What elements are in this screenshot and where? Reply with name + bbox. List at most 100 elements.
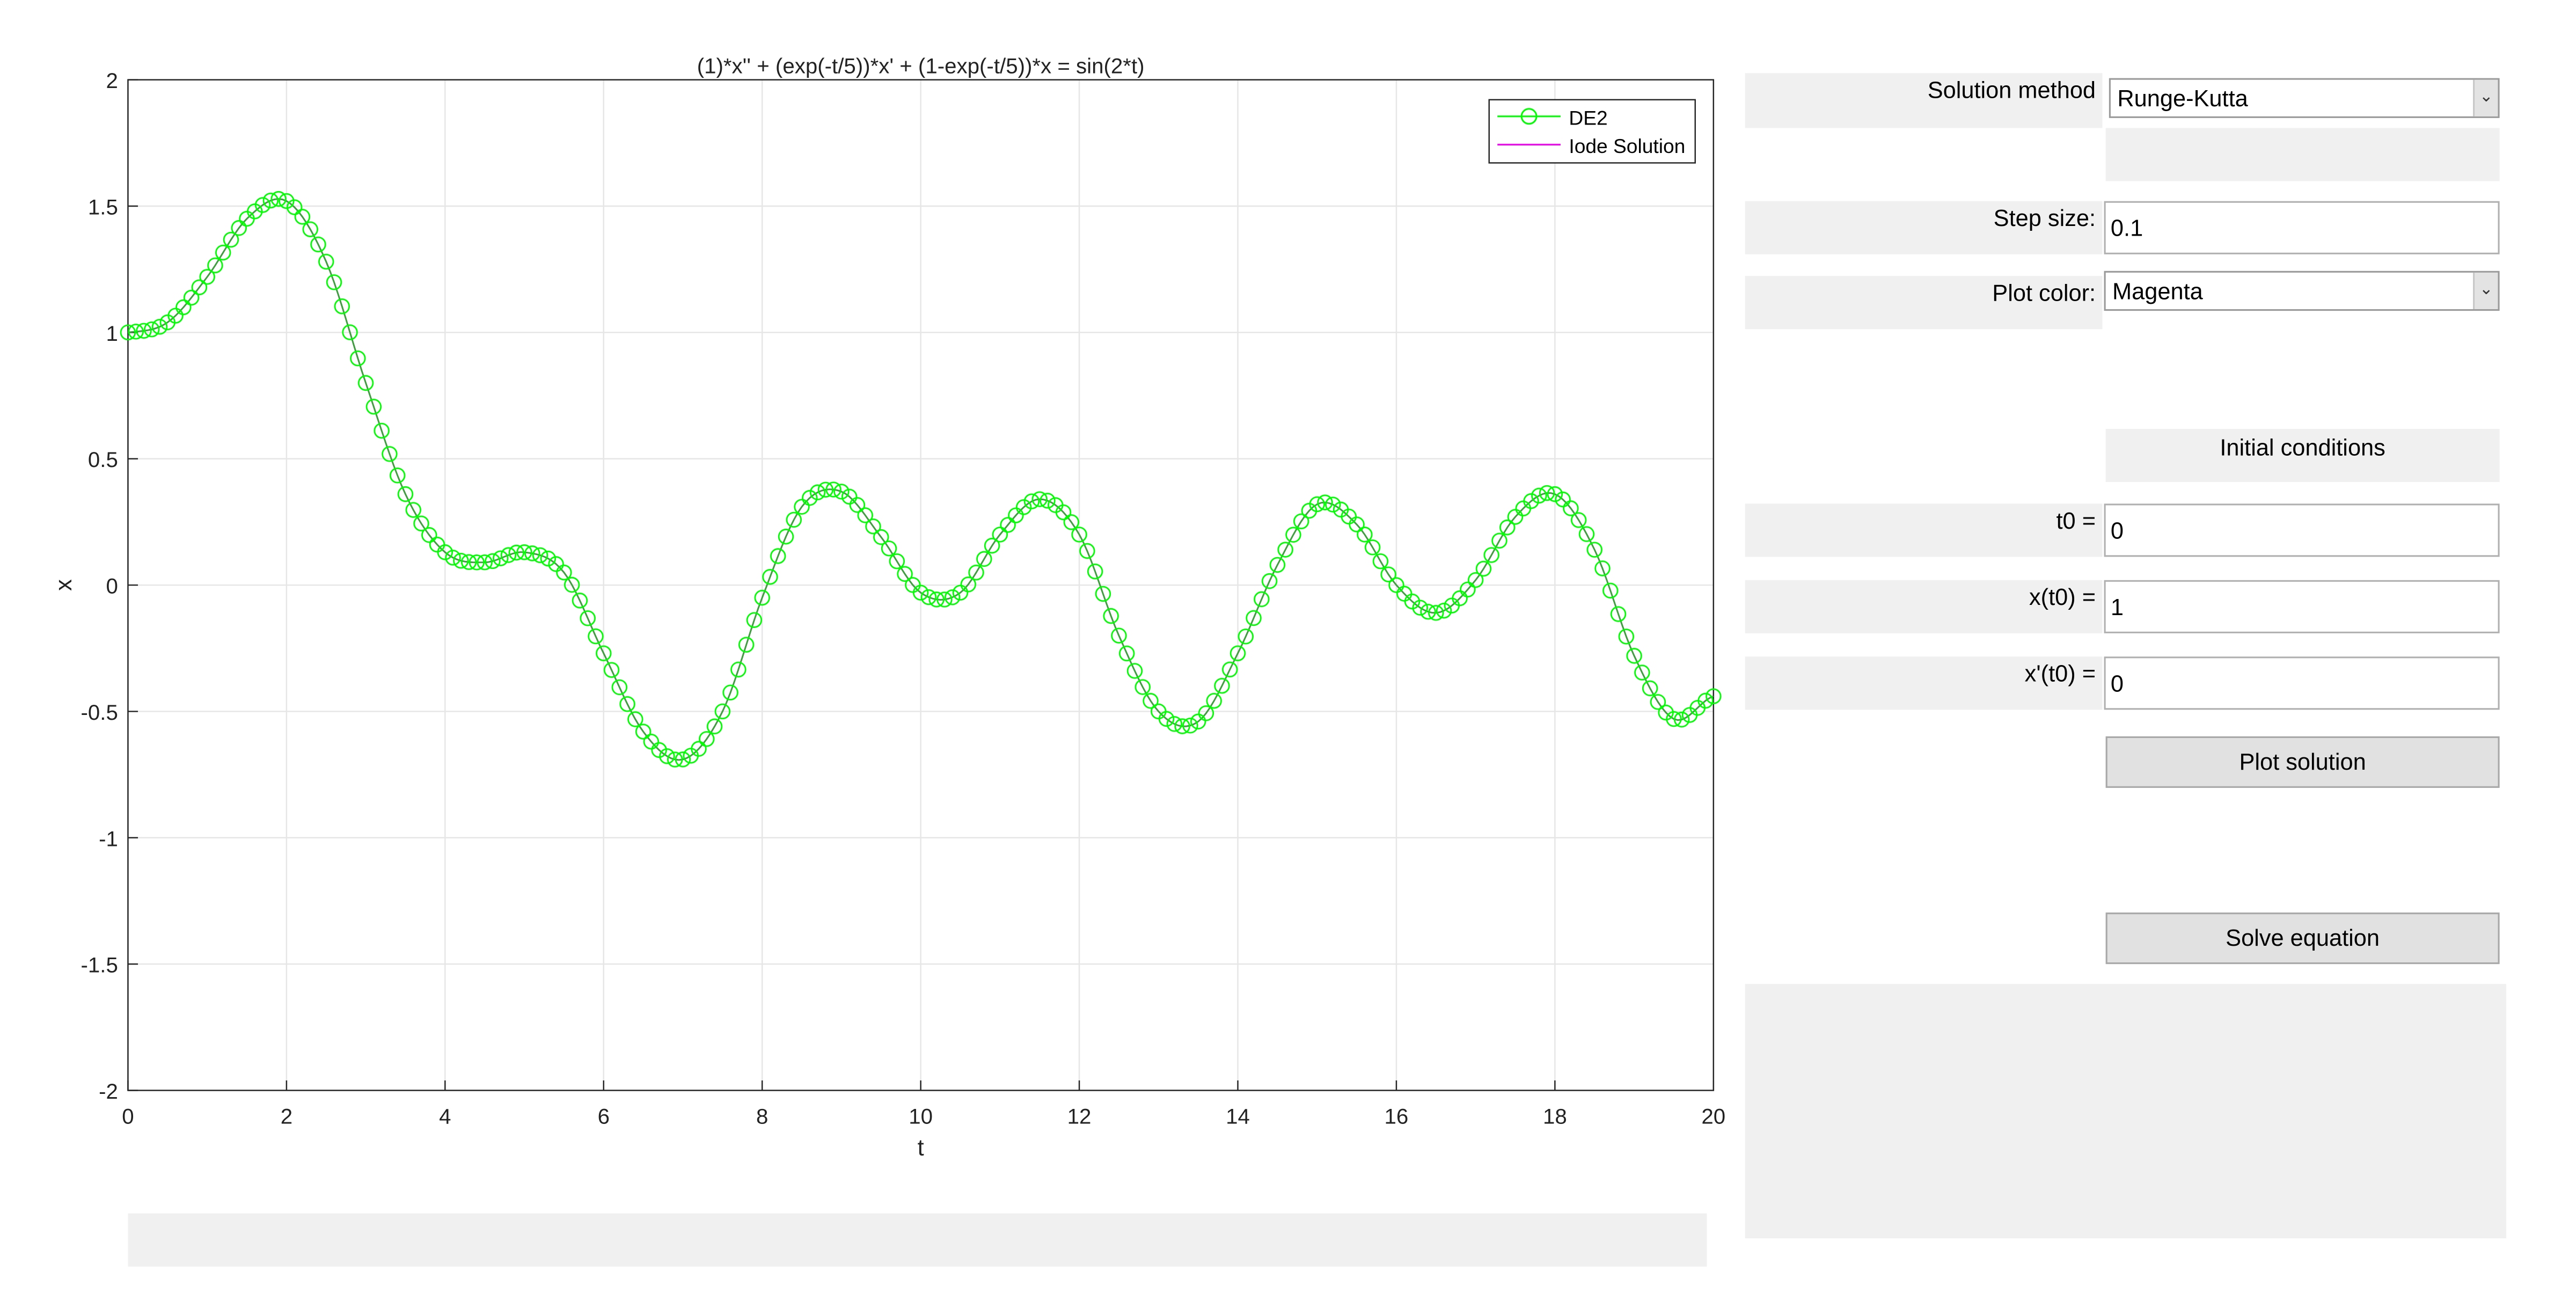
de2-point — [1436, 603, 1452, 619]
y-tick-label: -0.5 — [81, 700, 118, 725]
de2-point — [453, 552, 469, 569]
plot-legend: DE2 Iode Solution — [1488, 99, 1696, 164]
chevron-down-icon[interactable]: ⌄ — [2473, 79, 2498, 116]
de2-point — [1341, 508, 1357, 525]
de2-point — [817, 481, 834, 498]
de2-point — [627, 711, 643, 727]
de2-point — [413, 515, 429, 532]
solve-equation-button[interactable]: Solve equation — [2105, 912, 2500, 965]
step-size-label: Step size: — [1993, 204, 2096, 231]
plot-title: (1)*x'' + (exp(-t/5))*x' + (1-exp(-t/5))… — [697, 54, 1145, 78]
de2-point — [945, 589, 961, 605]
de2-point — [469, 554, 485, 571]
de2-point — [841, 488, 858, 505]
de2-point — [1015, 499, 1032, 515]
de2-point — [1618, 629, 1635, 645]
de2-point — [1666, 711, 1682, 727]
de2-point — [500, 547, 517, 563]
de2-point — [460, 554, 477, 570]
de2-point — [786, 512, 802, 528]
t0-input[interactable]: 0 — [2104, 503, 2500, 557]
de2-point — [936, 591, 953, 608]
de2-point — [603, 662, 620, 678]
step-size-input[interactable]: 0.1 — [2104, 201, 2500, 254]
de2-point — [802, 490, 818, 506]
de2-point — [342, 324, 358, 340]
de2-point — [365, 399, 382, 415]
de2-point — [1111, 627, 1127, 644]
chevron-down-icon[interactable]: ⌄ — [2473, 272, 2498, 310]
de2-point — [1570, 512, 1587, 528]
de2-point — [175, 299, 192, 316]
de2-point — [516, 544, 532, 560]
de2-point — [580, 610, 596, 626]
de2-point — [1095, 586, 1111, 602]
de2-point — [326, 274, 342, 290]
de2-point — [833, 484, 850, 500]
de2-point — [405, 502, 421, 518]
de2-point — [912, 585, 929, 601]
de2-point — [310, 236, 326, 253]
de2-point — [1491, 532, 1507, 549]
y-axis-label: x — [51, 579, 77, 591]
de2-point — [1055, 504, 1072, 521]
dx0-input[interactable]: 0 — [2104, 656, 2500, 710]
de2-point — [659, 748, 675, 764]
de2-point — [508, 544, 524, 561]
axis-ticks: 0 2 4 6 8 10 12 14 16 18 20 -2 -1.5 -1 -0.5 0 0.5 1 1.5 2 — [81, 69, 1726, 1128]
de2-point — [1317, 494, 1333, 510]
de2-point — [350, 350, 366, 367]
t0-label-box: t0 = — [1745, 503, 2103, 557]
de2-point — [1594, 560, 1611, 576]
x-tick-label: 0 — [122, 1104, 134, 1128]
de2-point — [1475, 560, 1492, 577]
de2-point — [1206, 693, 1222, 709]
de2-point — [1563, 500, 1579, 516]
de2-point — [144, 322, 160, 338]
de2-point — [1135, 679, 1151, 695]
de2-point — [920, 589, 937, 605]
x0-input[interactable]: 1 — [2104, 580, 2500, 633]
de2-point — [1499, 519, 1516, 536]
de2-point — [1547, 486, 1563, 502]
de2-point — [1626, 648, 1642, 664]
de2-point — [556, 564, 572, 581]
de2-point — [524, 545, 540, 561]
de2-point — [1269, 557, 1286, 573]
initial-conditions-title: Initial conditions — [2105, 428, 2500, 483]
plot-color-label-box: Plot color: — [1745, 276, 2103, 330]
de2-point — [675, 751, 691, 768]
de2-point — [1460, 581, 1476, 598]
de2-point — [223, 231, 239, 248]
de2-point — [635, 724, 652, 740]
de2-point — [809, 484, 826, 500]
plot-solution-button[interactable]: Plot solution — [2105, 736, 2500, 788]
dx0-label-box: x'(t0) = — [1745, 656, 2103, 710]
y-tick-label: -1.5 — [81, 953, 118, 977]
de2-point — [231, 220, 247, 236]
de2-point — [825, 481, 841, 498]
de2-point — [1158, 711, 1175, 727]
de2-point — [1372, 553, 1389, 569]
solution-method-dropdown[interactable]: Runge-Kutta ⌄ — [2109, 78, 2500, 118]
de2-point — [1190, 713, 1206, 729]
de2-point — [857, 507, 873, 523]
de2-point — [770, 548, 786, 564]
de2-point — [1578, 526, 1595, 542]
de2-point — [611, 679, 628, 696]
de2-point — [540, 550, 557, 567]
de2-point — [1634, 664, 1650, 681]
de2-point — [199, 269, 215, 285]
x-tick-label: 8 — [756, 1104, 768, 1128]
de2-point — [1325, 496, 1341, 513]
de2-point — [1523, 493, 1539, 509]
de2-point — [1602, 582, 1619, 599]
de2-point — [1087, 563, 1103, 580]
de2-point — [1008, 507, 1024, 523]
de2-point — [1412, 600, 1428, 616]
de2-point — [374, 422, 390, 439]
de2-point — [254, 197, 271, 213]
plot-color-dropdown[interactable]: Magenta ⌄ — [2104, 271, 2500, 311]
de2-point — [167, 308, 184, 324]
